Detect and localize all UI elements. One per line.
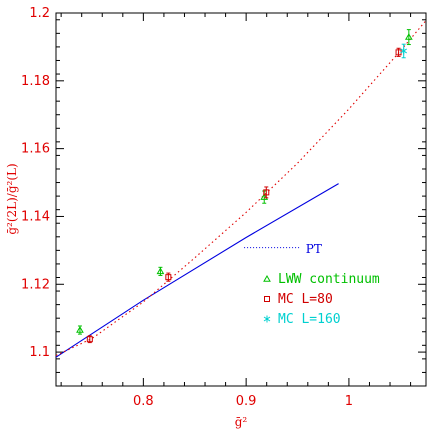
y-axis-title: ḡ²(2L)/ḡ²(L) [5, 163, 19, 234]
x-tick-label: 0.8 [133, 394, 154, 409]
y-tick-label: 1.16 [21, 142, 50, 157]
legend-symbol [263, 315, 271, 323]
data-point [165, 274, 172, 281]
points-layer [76, 29, 413, 344]
data-point [263, 189, 270, 196]
fit-curve [55, 20, 427, 356]
ticks-layer: 0.8 0.9 1 1.1 1.12 1.14 1.16 1.18 1.2 [21, 6, 426, 409]
data-point [76, 326, 84, 333]
y-tick-label: 1.18 [21, 74, 50, 89]
legend-symbol [264, 296, 270, 302]
annotation-layer: PT [244, 242, 322, 256]
curves-layer [55, 20, 427, 358]
x-tick-label: 0.9 [236, 394, 257, 409]
x-tick-label: 1 [345, 394, 353, 409]
legend-symbol [263, 274, 271, 282]
x-axis-title: ḡ² [235, 415, 248, 429]
plot-frame [55, 12, 427, 387]
legend-marker-mc80 [264, 296, 270, 302]
y-tick-label: 1.1 [29, 345, 50, 360]
data-point [86, 336, 93, 343]
data-point [400, 47, 407, 55]
data-point [404, 33, 413, 40]
legend-label-lww: LWW continuum [278, 272, 380, 287]
legend: LWW continuum MC L=80 MC L=160 [263, 272, 380, 327]
legend-marker-mc160 [263, 315, 271, 323]
y-tick-label: 1.12 [21, 277, 50, 292]
y-tick-label: 1.14 [21, 209, 50, 224]
data-point [260, 193, 269, 200]
y-tick-label: 1.2 [29, 6, 50, 21]
pt-label: PT [306, 242, 322, 256]
legend-label-mc80: MC L=80 [278, 292, 333, 307]
pt-curve [55, 183, 339, 358]
legend-label-mc160: MC L=160 [278, 312, 341, 327]
data-point [156, 267, 165, 275]
legend-marker-lww [263, 274, 271, 282]
